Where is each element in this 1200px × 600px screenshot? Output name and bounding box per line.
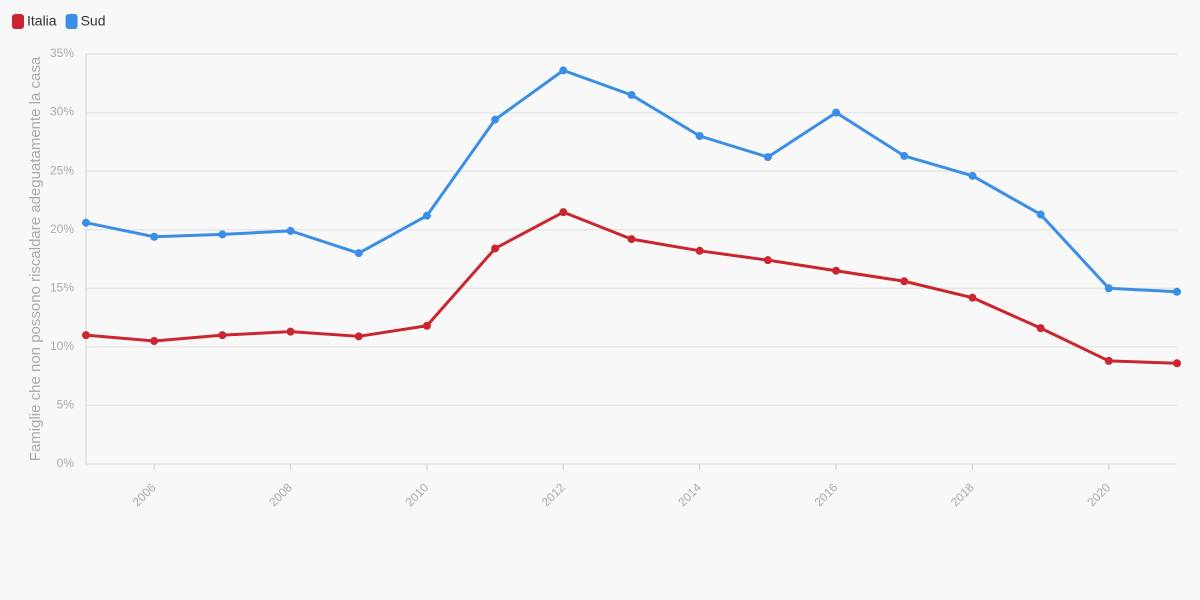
data-point: [1104, 356, 1113, 365]
data-point: [354, 332, 363, 341]
data-point: [1173, 359, 1181, 368]
data-point: [900, 151, 909, 160]
data-point: [832, 266, 841, 275]
y-tick-label: 10%: [50, 339, 74, 353]
data-point: [286, 327, 295, 336]
data-point: [968, 293, 977, 302]
data-point: [218, 230, 227, 239]
data-point: [354, 249, 363, 258]
data-point: [763, 153, 772, 162]
y-tick-label: 25%: [50, 163, 74, 177]
data-point: [968, 171, 977, 180]
data-point: [422, 321, 431, 330]
legend-swatch: [65, 14, 78, 29]
y-tick-label: 20%: [50, 222, 74, 236]
data-point: [82, 218, 90, 227]
y-tick-label: 0%: [57, 456, 75, 470]
y-tick-label: 15%: [50, 280, 74, 294]
y-tick-label: 35%: [50, 46, 74, 60]
data-point: [559, 208, 568, 217]
data-point: [1036, 324, 1045, 333]
legend-label: Italia: [27, 13, 57, 29]
data-point: [491, 244, 500, 253]
data-point: [1036, 210, 1045, 219]
data-point: [150, 337, 159, 345]
data-point: [82, 331, 90, 340]
y-axis-title: Famiglie che non possono riscaldare adeg…: [27, 56, 44, 461]
data-point: [763, 256, 772, 265]
data-point: [150, 232, 159, 241]
data-point: [422, 211, 431, 220]
data-point: [286, 226, 295, 235]
data-point: [627, 91, 636, 99]
data-point: [627, 235, 636, 244]
y-tick-label: 5%: [57, 398, 75, 412]
data-point: [695, 132, 704, 140]
data-point: [559, 66, 568, 75]
data-point: [832, 108, 841, 117]
y-tick-label: 30%: [50, 105, 74, 119]
legend-swatch: [12, 14, 24, 29]
data-point: [900, 277, 909, 286]
data-point: [218, 331, 227, 340]
data-point: [1173, 287, 1181, 296]
data-point: [695, 246, 704, 255]
legend-label: Sud: [81, 13, 106, 29]
data-point: [1104, 284, 1113, 293]
data-point: [491, 115, 500, 124]
